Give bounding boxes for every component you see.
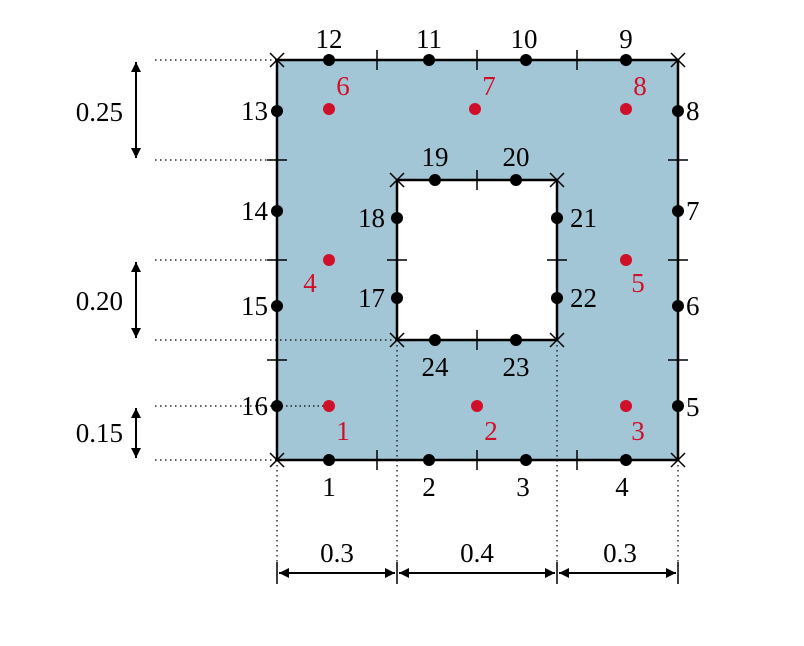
node-label-3: 3 <box>516 472 530 502</box>
node-20 <box>510 174 522 186</box>
hollow-section <box>275 58 680 462</box>
node-6 <box>672 300 684 312</box>
corner-crosses <box>269 52 686 468</box>
cell-node-5 <box>620 254 632 266</box>
dim-height-mid: 0.20 <box>76 286 123 316</box>
cell-label-3: 3 <box>631 416 645 446</box>
node-1 <box>323 454 335 466</box>
node-label-8: 8 <box>686 96 700 126</box>
node-4 <box>620 454 632 466</box>
node-18 <box>391 212 403 224</box>
dim-height-top: 0.25 <box>76 97 123 127</box>
node-label-22: 22 <box>570 283 597 313</box>
node-5 <box>672 400 684 412</box>
node-12 <box>323 54 335 66</box>
node-label-16: 16 <box>241 391 268 421</box>
cell-node-1 <box>323 400 335 412</box>
dim-height-bottom: 0.15 <box>76 418 123 448</box>
node-24 <box>429 334 441 346</box>
dim-width-mid: 0.4 <box>460 538 494 568</box>
node-label-4: 4 <box>615 472 629 502</box>
cell-nodes <box>323 103 632 412</box>
cell-label-8: 8 <box>633 71 647 101</box>
node-8 <box>672 105 684 117</box>
cell-label-1: 1 <box>336 416 350 446</box>
node-16 <box>271 400 283 412</box>
cell-label-2: 2 <box>484 416 498 446</box>
node-label-14: 14 <box>241 196 269 226</box>
node-17 <box>391 292 403 304</box>
node-label-13: 13 <box>241 96 268 126</box>
node-label-6: 6 <box>686 291 700 321</box>
cell-label-5: 5 <box>631 268 645 298</box>
node-2 <box>423 454 435 466</box>
cell-label-7: 7 <box>482 71 496 101</box>
cell-node-8 <box>620 103 632 115</box>
node-label-20: 20 <box>503 142 530 172</box>
extension-lines <box>155 59 679 570</box>
node-label-23: 23 <box>503 352 530 382</box>
node-label-15: 15 <box>241 291 268 321</box>
edge-ticks <box>267 50 688 470</box>
node-labels: 1 2 3 4 5 6 7 8 9 10 11 12 13 14 15 16 1… <box>241 24 700 502</box>
node-3 <box>520 454 532 466</box>
cell-label-4: 4 <box>303 268 317 298</box>
node-label-24: 24 <box>422 352 450 382</box>
node-label-2: 2 <box>422 472 436 502</box>
node-9 <box>620 54 632 66</box>
node-label-11: 11 <box>416 24 442 54</box>
cell-labels: 1 2 3 4 5 6 7 8 <box>303 71 647 446</box>
node-label-12: 12 <box>316 24 343 54</box>
node-21 <box>551 212 563 224</box>
node-label-21: 21 <box>570 203 597 233</box>
dimension-labels: 0.25 0.20 0.15 0.3 0.4 0.3 <box>76 97 637 568</box>
cell-node-2 <box>471 400 483 412</box>
node-label-19: 19 <box>422 142 449 172</box>
cell-node-7 <box>469 103 481 115</box>
node-23 <box>510 334 522 346</box>
boundary-nodes <box>271 54 684 466</box>
cell-node-3 <box>620 400 632 412</box>
node-13 <box>271 105 283 117</box>
node-label-1: 1 <box>322 472 336 502</box>
cell-node-6 <box>323 103 335 115</box>
dim-width-right: 0.3 <box>603 538 637 568</box>
cell-label-6: 6 <box>336 71 350 101</box>
cell-node-4 <box>323 254 335 266</box>
node-11 <box>423 54 435 66</box>
node-label-17: 17 <box>358 283 385 313</box>
node-label-10: 10 <box>511 24 538 54</box>
node-19 <box>429 174 441 186</box>
node-15 <box>271 300 283 312</box>
node-label-9: 9 <box>619 24 633 54</box>
node-label-7: 7 <box>686 196 700 226</box>
node-7 <box>672 205 684 217</box>
node-10 <box>520 54 532 66</box>
node-label-5: 5 <box>686 392 700 422</box>
dim-width-left: 0.3 <box>320 538 354 568</box>
node-label-18: 18 <box>358 203 385 233</box>
node-22 <box>551 292 563 304</box>
dimension-arrows <box>131 62 676 578</box>
node-14 <box>271 205 283 217</box>
dimension-ticks <box>276 562 679 584</box>
